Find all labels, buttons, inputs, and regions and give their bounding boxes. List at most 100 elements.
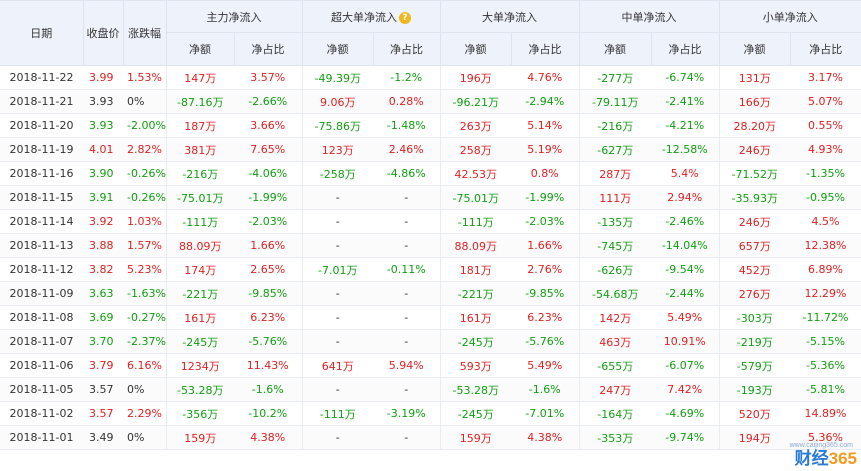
col-main-amount-header[interactable]: 净额 <box>165 32 234 66</box>
cell-sm-ratio: 12.29% <box>790 281 861 306</box>
cell-lg-amount: 42.53万 <box>439 161 511 186</box>
col-main-ratio-header[interactable]: 净占比 <box>233 32 302 66</box>
cell-sm-amount: 657万 <box>718 233 790 258</box>
table-row[interactable]: 2018-11-22 3.99 1.53% 147万 3.57% -49.39万 -1.2%… <box>0 65 861 90</box>
table-row[interactable]: 2018-11-13 3.88 1.57% 88.09万 1.66% - -88.09万 1.… <box>0 233 861 258</box>
cell-main-amount: -111万 <box>165 209 234 234</box>
group-lg-header: 大单净流入 <box>439 0 579 33</box>
cell-change: -0.27% <box>123 305 166 330</box>
cell-lg-ratio: -5.76% <box>511 329 579 354</box>
cell-sm-amount: -579万 <box>718 353 790 378</box>
cell-lg-amount: -111万 <box>439 209 511 234</box>
table-row[interactable]: 2018-11-09 3.63 -1.63% -221万 -9.85% - - -221万 -9… <box>0 281 861 306</box>
col-xl-amount-header[interactable]: 净额 <box>301 32 373 66</box>
cell-close: 3.57 <box>83 401 123 426</box>
cell-sm-amount: 520万 <box>718 401 790 426</box>
cell-change: 1.03% <box>123 209 166 234</box>
cell-xl-amount: 9.06万 <box>301 89 373 114</box>
cell-change: -2.00% <box>123 113 166 138</box>
cell-sm-ratio: -5.15% <box>790 329 861 354</box>
cell-xl-amount: 641万 <box>301 353 373 378</box>
cell-main-ratio: 2.65% <box>234 257 302 282</box>
table-row[interactable]: 2018-11-20 3.93 -2.00% 187万 3.66% -75.86万 -1.4… <box>0 113 861 138</box>
cell-lg-amount: 258万 <box>439 137 511 162</box>
group-xl-label: 超大单净流入 <box>331 10 397 24</box>
cell-close: 3.79 <box>83 353 123 378</box>
cell-xl-ratio: -4.86% <box>373 161 440 186</box>
cell-change: 1.53% <box>123 65 166 90</box>
cell-lg-amount: -53.28万 <box>439 377 511 402</box>
cell-md-amount: -79.11万 <box>578 89 651 114</box>
table-row[interactable]: 2018-11-08 3.69 -0.27% 161万 6.23% - -161万 6.23%… <box>0 305 861 330</box>
cell-lg-ratio: 4.76% <box>511 65 579 90</box>
table-row[interactable]: 2018-11-16 3.90 -0.26% -216万 -4.06% -258万 -4.8… <box>0 161 861 186</box>
cell-lg-amount: -75.01万 <box>439 185 511 210</box>
cell-change: 1.57% <box>123 233 166 258</box>
cell-main-amount: -216万 <box>165 161 234 186</box>
cell-md-ratio: 10.91% <box>651 329 719 354</box>
cell-change: 0% <box>123 425 166 450</box>
cell-sm-ratio: -1.35% <box>790 161 861 186</box>
cell-lg-ratio: 2.76% <box>511 257 579 282</box>
table-row[interactable]: 2018-11-05 3.57 0% -53.28万 -1.6% - - -53.28万 -1.… <box>0 377 861 402</box>
cell-lg-amount: -245万 <box>439 401 511 426</box>
cell-md-ratio: -6.07% <box>651 353 719 378</box>
col-sm-ratio-header[interactable]: 净占比 <box>789 32 861 66</box>
cell-lg-ratio: -2.03% <box>511 209 579 234</box>
table-row[interactable]: 2018-11-19 4.01 2.82% 381万 7.65% 123万 2.46% 258… <box>0 137 861 162</box>
cell-xl-ratio: -0.11% <box>373 257 440 282</box>
cell-close: 4.01 <box>83 137 123 162</box>
col-xl-ratio-header[interactable]: 净占比 <box>372 32 440 66</box>
cell-change: 0% <box>123 89 166 114</box>
cell-main-ratio: 7.65% <box>234 137 302 162</box>
col-close-header[interactable]: 收盘价 <box>82 0 123 66</box>
table-row[interactable]: 2018-11-15 3.91 -0.26% -75.01万 -1.99% - - -75.0… <box>0 185 861 210</box>
cell-xl-amount: - <box>301 281 373 306</box>
cell-xl-ratio: - <box>373 425 440 450</box>
col-change-header[interactable]: 涨跌幅 <box>122 0 166 66</box>
cell-date: 2018-11-12 <box>0 257 83 282</box>
cell-lg-amount: -96.21万 <box>439 89 511 114</box>
cell-main-amount: -53.28万 <box>165 377 234 402</box>
cell-close: 3.93 <box>83 113 123 138</box>
table-row[interactable]: 2018-11-21 3.93 0% -87.16万 -2.66% 9.06万 0.28% -… <box>0 89 861 114</box>
cell-md-amount: 111万 <box>578 185 651 210</box>
cell-sm-ratio: -5.81% <box>790 377 861 402</box>
help-icon[interactable]: ? <box>399 11 411 24</box>
col-date-header[interactable]: 日期 <box>0 0 83 66</box>
cell-sm-ratio: 6.89% <box>790 257 861 282</box>
col-md-ratio-header[interactable]: 净占比 <box>650 32 719 66</box>
cell-change: 6.16% <box>123 353 166 378</box>
cell-xl-ratio: -1.2% <box>373 65 440 90</box>
cell-lg-ratio: 1.66% <box>511 233 579 258</box>
cell-lg-ratio: -1.99% <box>511 185 579 210</box>
col-lg-ratio-header[interactable]: 净占比 <box>510 32 579 66</box>
col-lg-amount-header[interactable]: 净额 <box>439 32 511 66</box>
cell-sm-ratio: 4.5% <box>790 209 861 234</box>
cell-main-ratio: -10.2% <box>234 401 302 426</box>
table-row[interactable]: 2018-11-14 3.92 1.03% -111万 -2.03% - - -111万 -2.… <box>0 209 861 234</box>
cell-lg-amount: 196万 <box>439 65 511 90</box>
cell-xl-amount: - <box>301 305 373 330</box>
cell-change: 2.82% <box>123 137 166 162</box>
col-md-amount-header[interactable]: 净额 <box>578 32 651 66</box>
table-row[interactable]: 2018-11-01 3.49 0% 159万 4.38% - -159万 4.38% -353… <box>0 425 861 450</box>
cell-date: 2018-11-09 <box>0 281 83 306</box>
cell-close: 3.99 <box>83 65 123 90</box>
cell-xl-ratio: - <box>373 209 440 234</box>
col-sm-amount-header[interactable]: 净额 <box>718 32 790 66</box>
cell-xl-ratio: - <box>373 377 440 402</box>
cell-sm-amount: 166万 <box>718 89 790 114</box>
cell-sm-ratio: 14.89% <box>790 401 861 426</box>
cell-main-amount: -221万 <box>165 281 234 306</box>
cell-date: 2018-11-06 <box>0 353 83 378</box>
cell-main-ratio: 4.38% <box>234 425 302 450</box>
cell-main-ratio: 3.57% <box>234 65 302 90</box>
table-row[interactable]: 2018-11-06 3.79 6.16% 1234万 11.43% 641万 5.94% 5… <box>0 353 861 378</box>
table-row[interactable]: 2018-11-02 3.57 2.29% -356万 -10.2% -111万 -3.19… <box>0 401 861 426</box>
cell-md-ratio: 7.42% <box>651 377 719 402</box>
table-row[interactable]: 2018-11-07 3.70 -2.37% -245万 -5.76% - - -245万 -5… <box>0 329 861 354</box>
cell-date: 2018-11-22 <box>0 65 83 90</box>
cell-lg-amount: 181万 <box>439 257 511 282</box>
table-row[interactable]: 2018-11-12 3.82 5.23% 174万 2.65% -7.01万 -0.11%… <box>0 257 861 282</box>
